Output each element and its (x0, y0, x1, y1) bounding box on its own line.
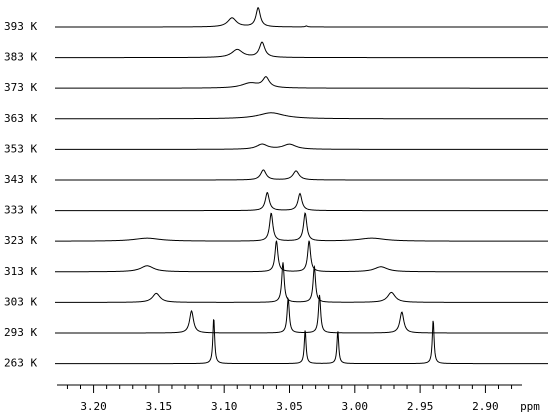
x-tick-label: 3.15 (146, 400, 173, 413)
trace-label: 293 K (4, 326, 37, 339)
spectrum (55, 169, 548, 181)
spectrum (55, 240, 548, 273)
trace-label: 373 K (4, 81, 37, 94)
trace-label: 323 K (4, 234, 37, 247)
x-tick-label: 2.90 (472, 400, 499, 413)
trace-label: 353 K (4, 142, 37, 155)
spectrum (55, 41, 548, 59)
x-tick-label: 3.10 (211, 400, 238, 413)
x-tick-label: 3.00 (342, 400, 369, 413)
trace-label: 333 K (4, 204, 37, 217)
trace-label: 383 K (4, 51, 37, 64)
spectrum (55, 76, 548, 89)
spectrum (55, 294, 548, 334)
x-tick-label: 3.20 (80, 400, 107, 413)
spectrum (55, 262, 548, 303)
trace-label: 393 K (4, 20, 37, 33)
spectrum (55, 143, 548, 150)
spectrum (55, 112, 548, 120)
spectrum (55, 212, 548, 242)
x-axis-label: ppm (520, 400, 540, 413)
trace-label: 313 K (4, 265, 37, 278)
trace-label: 303 K (4, 295, 37, 308)
spectrum (55, 7, 548, 28)
trace-label: 363 K (4, 112, 37, 125)
trace-label: 343 K (4, 173, 37, 186)
x-tick-label: 2.95 (407, 400, 434, 413)
x-tick-label: 3.05 (276, 400, 303, 413)
trace-label: 263 K (4, 357, 37, 370)
spectrum (55, 192, 548, 212)
spectrum (55, 319, 548, 365)
